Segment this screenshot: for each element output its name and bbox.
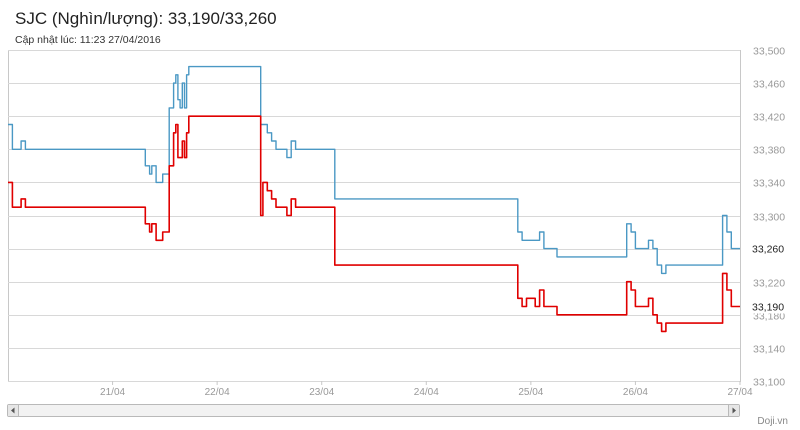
y-tick-label: 33,140	[753, 344, 785, 356]
y-tick-label: 33,300	[753, 212, 785, 224]
series-line-buy	[8, 115, 740, 333]
price-chart: 33,10033,14033,18033,22033,26033,30033,3…	[8, 45, 789, 398]
x-axis: 21/04 22/04 23/04 24/04 25/04 26/04 27/04	[100, 381, 753, 398]
end-value-label: 33,190	[752, 302, 784, 314]
arrow-right-icon	[732, 407, 736, 414]
x-tick-label: 25/04	[518, 387, 543, 398]
chart-title: SJC (Nghìn/lượng): 33,190/33,260	[15, 9, 277, 28]
x-tick-label: 24/04	[414, 387, 439, 398]
series-line-sell	[8, 65, 740, 275]
grid-lines	[8, 50, 741, 382]
x-tick-label: 23/04	[309, 387, 334, 398]
y-tick-label: 33,340	[753, 178, 785, 190]
scroll-right-button[interactable]	[728, 405, 739, 416]
x-tick-label: 26/04	[623, 387, 648, 398]
series-lines	[8, 65, 740, 333]
x-tick-label: 22/04	[205, 387, 230, 398]
end-label-box	[749, 240, 789, 256]
chart-scrollbar[interactable]	[7, 404, 740, 417]
end-value-label: 33,260	[752, 244, 784, 256]
arrow-left-icon	[11, 407, 15, 414]
source-credit: Doji.vn	[757, 416, 788, 427]
x-tick-label: 27/04	[727, 387, 752, 398]
end-value-labels: 33,260 33,190	[749, 240, 789, 314]
y-tick-label: 33,420	[753, 112, 785, 124]
y-tick-label: 33,380	[753, 145, 785, 157]
y-tick-label: 33,100	[753, 377, 785, 389]
x-tick-label: 21/04	[100, 387, 125, 398]
y-tick-label: 33,220	[753, 278, 785, 290]
y-tick-label: 33,460	[753, 79, 785, 91]
y-axis: 33,10033,14033,18033,22033,26033,30033,3…	[753, 46, 785, 389]
scroll-left-button[interactable]	[8, 405, 19, 416]
end-label-box	[749, 298, 789, 314]
update-timestamp: Cập nhật lúc: 11:23 27/04/2016	[15, 34, 161, 46]
y-tick-label: 33,500	[753, 46, 785, 58]
